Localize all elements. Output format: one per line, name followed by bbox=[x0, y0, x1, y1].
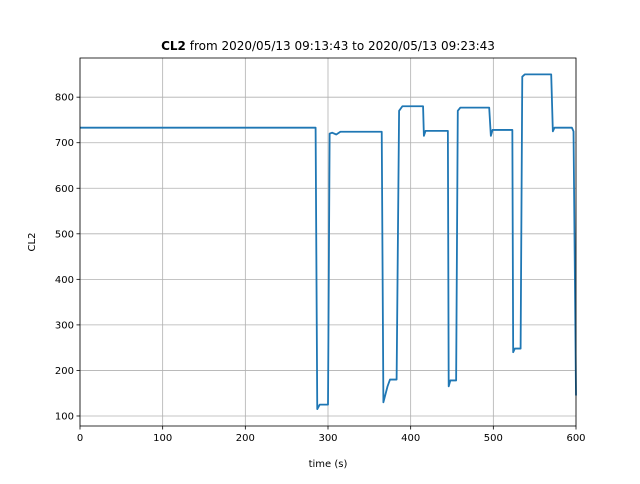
y-tick-label: 100 bbox=[55, 411, 74, 422]
y-tick-label: 400 bbox=[55, 275, 74, 286]
x-tick-label: 500 bbox=[484, 433, 503, 444]
x-tick-label: 100 bbox=[153, 433, 172, 444]
plot-frame bbox=[79, 57, 577, 427]
chart-title: CL2 from 2020/05/13 09:13:43 to 2020/05/… bbox=[161, 39, 495, 53]
y-tick-label: 200 bbox=[55, 366, 74, 377]
y-tick-label: 500 bbox=[55, 229, 74, 240]
y-tick-label: 700 bbox=[55, 138, 74, 149]
x-tick-label: 600 bbox=[566, 433, 585, 444]
title-text: from 2020/05/13 09:13:43 to 2020/05/13 0… bbox=[190, 39, 495, 53]
x-tick-label: 300 bbox=[318, 433, 337, 444]
title-bold: CL2 bbox=[161, 39, 186, 53]
y-tick-label: 800 bbox=[55, 93, 74, 104]
x-tick-label: 0 bbox=[77, 433, 83, 444]
x-tick-label: 200 bbox=[236, 433, 255, 444]
y-axis-label: CL2 bbox=[27, 233, 38, 252]
y-tick-label: 600 bbox=[55, 184, 74, 195]
x-axis-label: time (s) bbox=[309, 459, 348, 470]
x-tick-label: 400 bbox=[401, 433, 420, 444]
y-tick-label: 300 bbox=[55, 320, 74, 331]
data-line bbox=[80, 73, 577, 411]
